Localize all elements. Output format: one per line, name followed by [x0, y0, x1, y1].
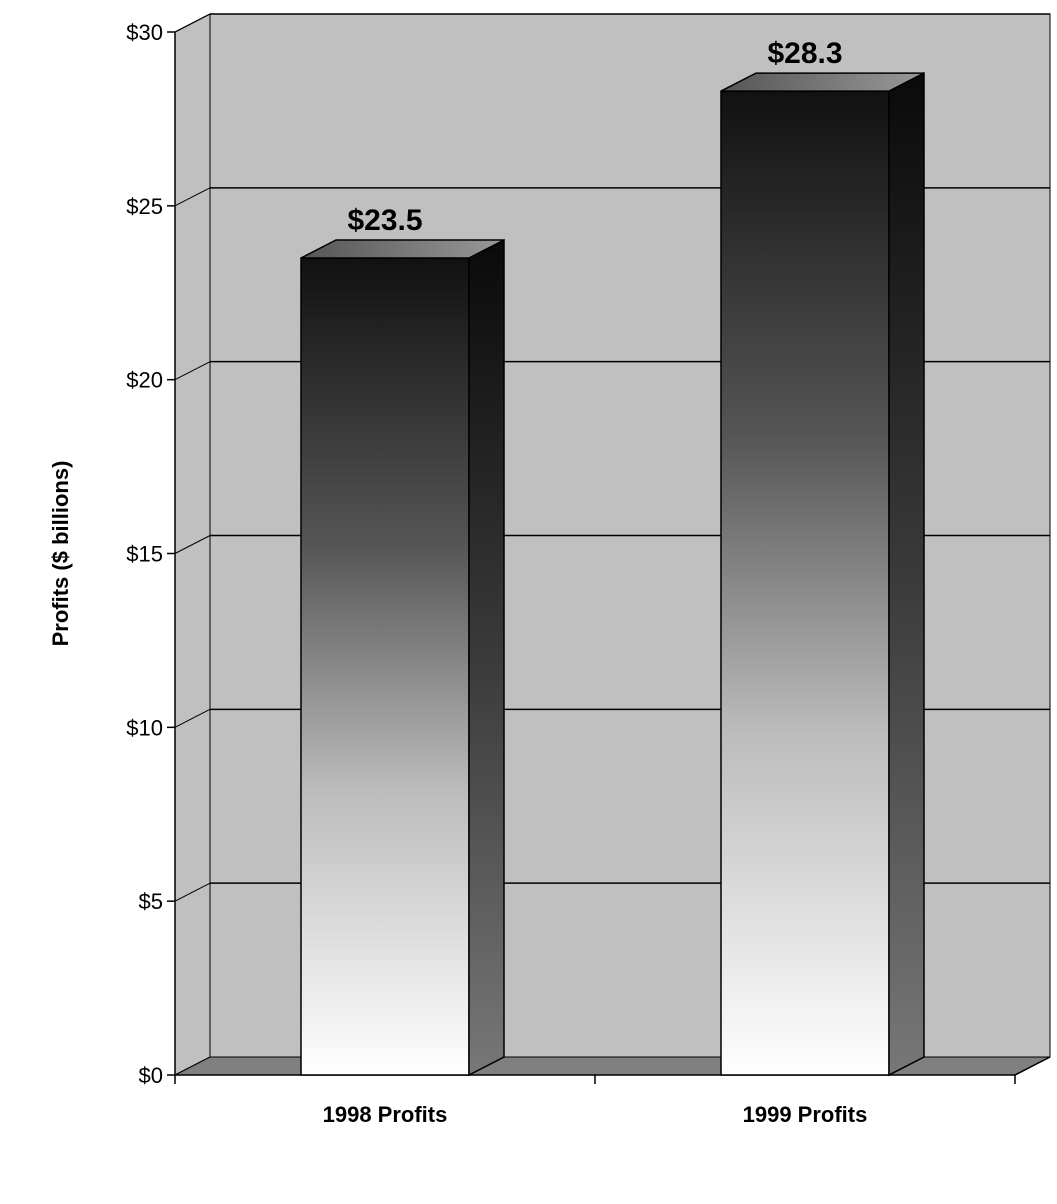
- bar-data-label: $23.5: [347, 204, 422, 237]
- gridline-side: [174, 187, 211, 207]
- y-tick-label: $15: [126, 542, 163, 567]
- bars: [300, 71, 925, 1077]
- gridline-side: [174, 361, 211, 381]
- y-tick-label: $10: [126, 715, 163, 740]
- y-tick-label: $25: [126, 194, 163, 219]
- bar-front: [720, 90, 890, 1076]
- bar-top: [720, 72, 925, 92]
- x-category-label: 1998 Profits: [323, 1102, 448, 1127]
- bar-side: [888, 71, 925, 1077]
- labels: $0 $5 $10 $15 $20 $25 $30 $23.5 1998 Profits $28.…: [126, 20, 867, 1127]
- gridline-side: [174, 708, 211, 728]
- gridline-side: [174, 535, 211, 554]
- y-tick-label: $5: [139, 889, 163, 914]
- bar-side: [468, 238, 505, 1077]
- y-tick-label: $20: [126, 368, 163, 393]
- y-tick-label: $30: [126, 20, 163, 45]
- floor-edge: [1014, 1056, 1051, 1076]
- bar-front: [300, 257, 470, 1076]
- gridline-side: [174, 882, 211, 902]
- gridline-side: [174, 13, 211, 33]
- bar-top: [300, 239, 505, 259]
- bar-data-label: $28.3: [767, 37, 842, 70]
- y-axis-title: Profits ($ billions): [48, 461, 73, 647]
- y-tick-label: $0: [139, 1063, 163, 1088]
- x-category-label: 1999 Profits: [743, 1102, 868, 1127]
